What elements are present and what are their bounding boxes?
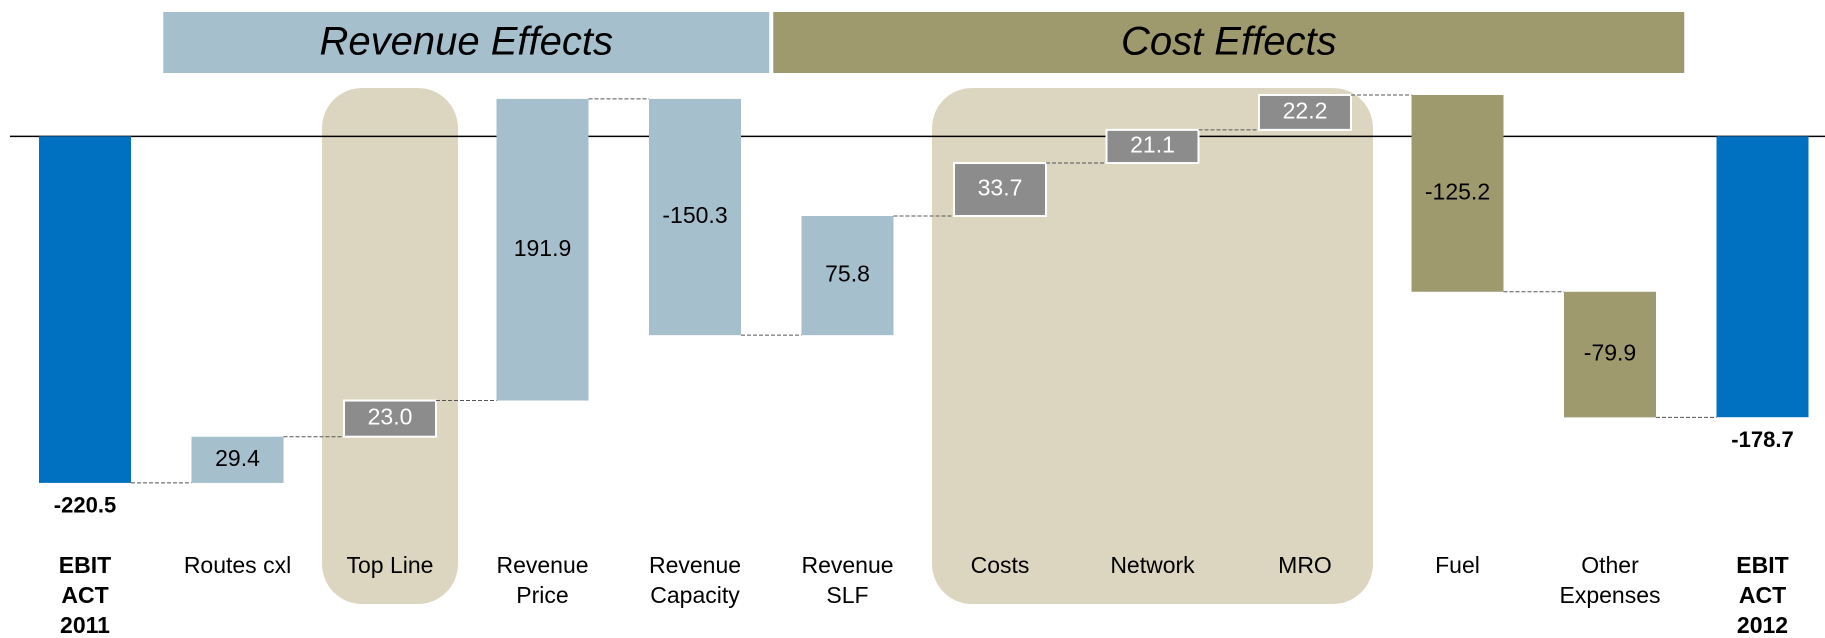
x-tick-label: MRO [1278,552,1332,578]
highlight-box [322,88,458,604]
bar [801,216,894,336]
x-tick-label: EBIT ACT 2011 [58,552,112,638]
group-band [163,12,770,73]
bar [343,399,437,438]
value-label: -79.9 [1584,340,1636,366]
x-tick-label: Other Expenses [1559,552,1661,608]
value-label: 29.4 [215,445,260,471]
bar [1716,136,1809,418]
value-label: -150.3 [662,202,727,228]
bar [649,98,741,336]
group-label: Revenue Effects [320,20,614,64]
value-label: 75.8 [825,261,870,287]
value-label: 23.0 [368,404,413,430]
value-label: 22.2 [1283,97,1328,123]
value-label: 191.9 [514,235,572,261]
x-tick-label: EBIT ACT 2012 [1736,552,1789,638]
bar [1411,94,1504,292]
group-label: Cost Effects [1121,20,1337,64]
x-tick-label: Top Line [346,552,434,578]
x-tick-label: Revenue SLF [801,552,894,608]
value-label: 21.1 [1130,132,1175,158]
bar [39,136,131,483]
bar [1564,291,1656,418]
value-label: -220.5 [54,493,116,518]
x-tick-label: Revenue Capacity [648,552,742,608]
group-band [773,12,1685,73]
x-tick-label: Costs [970,552,1030,578]
bar [496,98,589,401]
value-label: -178.7 [1731,427,1793,452]
bar [191,436,284,483]
bar [1105,128,1200,165]
bar [953,162,1047,218]
x-tick-label: Routes cxl [183,552,292,578]
bar [1258,93,1352,131]
x-tick-label: Revenue Price [496,552,589,608]
x-tick-label: Network [1110,552,1195,578]
value-label: -125.2 [1425,178,1490,204]
x-tick-label: Fuel [1435,552,1480,578]
value-label: 33.7 [978,175,1023,201]
